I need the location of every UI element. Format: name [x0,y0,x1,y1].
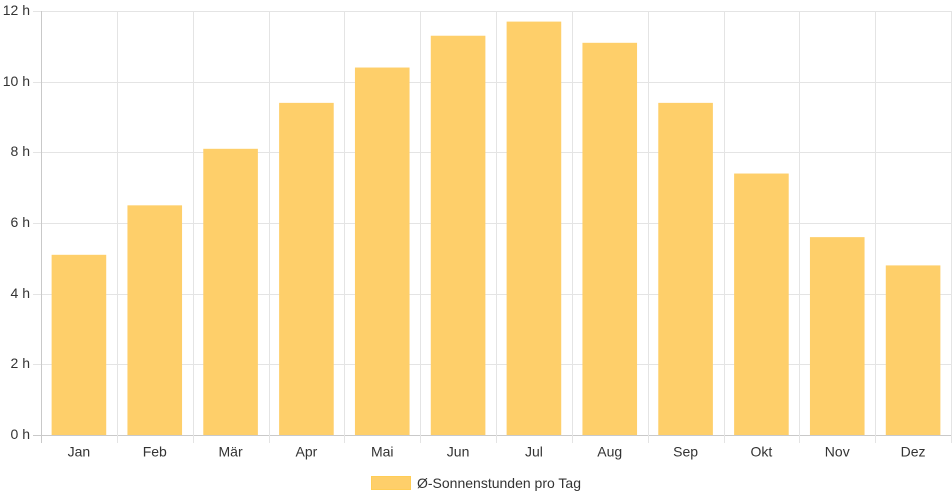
bar-mär[interactable] [203,148,258,436]
bar-jun[interactable] [430,35,486,435]
x-tick-label: Apr [296,444,318,460]
x-tick-label: Sep [673,444,698,460]
legend[interactable]: Ø-Sonnenstunden pro Tag [0,472,952,494]
x-tick-label: Jun [447,444,470,460]
y-tick-label: 0 h [11,426,30,442]
x-tick-label: Nov [825,444,850,460]
bar-feb[interactable] [127,205,183,435]
x-tick-label: Mai [371,444,394,460]
legend-swatch [371,476,411,490]
x-tick-label: Okt [751,444,773,460]
bar-mai[interactable] [354,67,410,436]
grid-lines [33,11,952,443]
bar-jul[interactable] [506,21,562,435]
bar-jan[interactable] [51,254,107,435]
y-tick-label: 2 h [11,355,30,371]
x-tick-label: Jul [525,444,543,460]
chart: 0 h2 h4 h6 h8 h10 h12 h Jan Feb Mär Apr Mai J… [3,2,952,460]
bar-dez[interactable] [885,265,941,435]
bar-nov[interactable] [809,237,865,435]
x-tick-label: Aug [597,444,622,460]
x-tick-label: Feb [143,444,167,460]
bars [51,21,941,436]
legend-label: Ø-Sonnenstunden pro Tag [417,475,581,491]
y-tick-label: 12 h [3,2,30,18]
bar-sep[interactable] [658,102,713,435]
x-tick-label: Mär [219,444,243,460]
x-axis-ticks: Jan Feb Mär Apr Mai Jun Jul Aug Sep Okt Nov Dez [68,444,926,460]
x-tick-label: Jan [68,444,91,460]
y-axis-ticks: 0 h 2 h 4 h 6 h 8 h 10 h 12 h [3,2,30,442]
bar-aug[interactable] [582,42,638,436]
x-tick-label: Dez [901,444,926,460]
y-tick-label: 8 h [11,143,30,159]
y-tick-label: 4 h [11,285,30,301]
y-tick-label: 6 h [11,214,30,230]
bar-okt[interactable] [734,173,789,436]
y-tick-label: 10 h [3,73,30,89]
bar-apr[interactable] [279,102,334,435]
